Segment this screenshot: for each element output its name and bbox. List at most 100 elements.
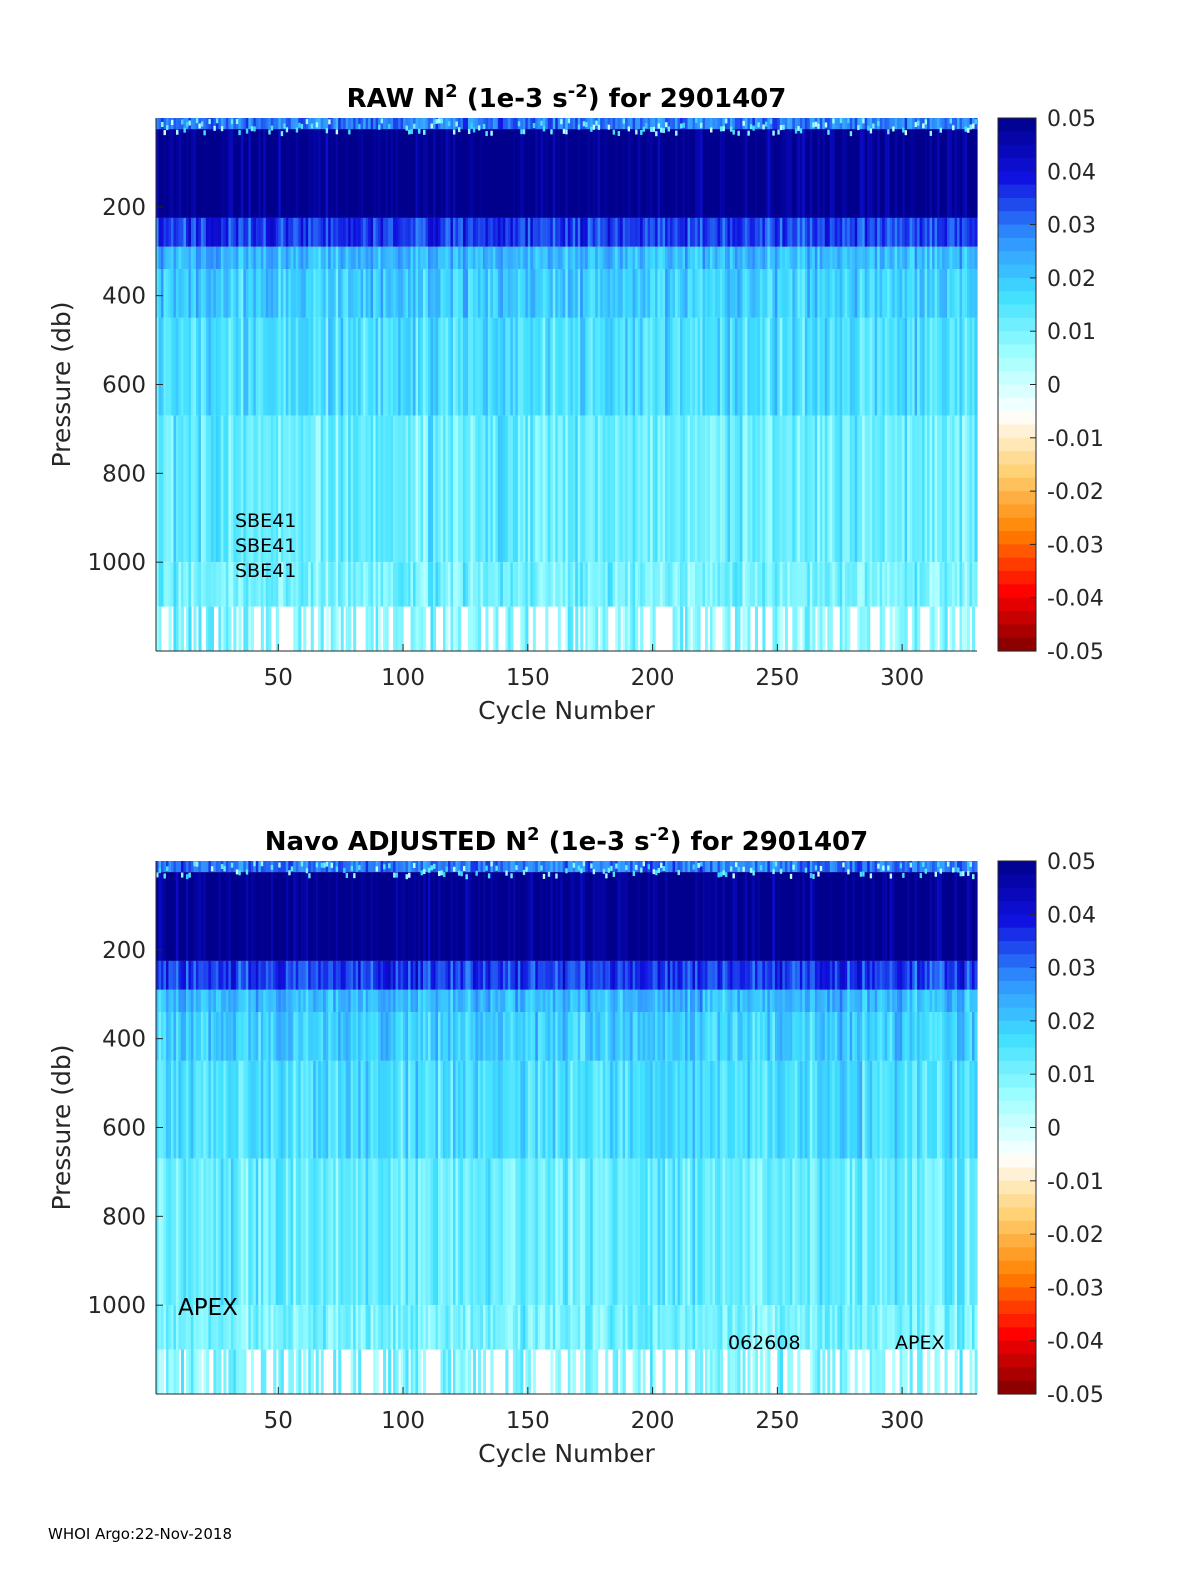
heatmap-cell: [188, 861, 192, 873]
heatmap-cell: [410, 872, 414, 961]
heatmap-cell: [353, 989, 357, 1013]
heatmap-cell: [340, 415, 344, 563]
heatmap-cell: [602, 868, 606, 874]
heatmap-cell: [797, 269, 801, 318]
heatmap-cell: [565, 1158, 569, 1306]
heatmap-cell: [575, 960, 579, 990]
heatmap-cell: [158, 562, 162, 607]
heatmap-cell: [954, 317, 958, 416]
heatmap-cell: [467, 562, 472, 607]
heatmap-cell: [862, 118, 865, 124]
heatmap-cell: [240, 1158, 244, 1306]
heatmap-cell: [764, 415, 768, 563]
heatmap-cell: [520, 1060, 524, 1159]
heatmap-cell: [964, 415, 968, 563]
heatmap-cell: [228, 562, 232, 607]
heatmap-cell: [577, 317, 581, 416]
heatmap-cell: [198, 1060, 202, 1159]
heatmap-cell: [363, 246, 367, 270]
heatmap-cell: [475, 118, 479, 130]
heatmap-cell: [492, 1060, 496, 1159]
heatmap-cell: [972, 415, 976, 563]
heatmap-cell: [637, 872, 641, 961]
heatmap-cell: [744, 317, 749, 416]
colorbar-segment: [998, 491, 1036, 506]
heatmap-cell: [635, 129, 639, 218]
heatmap-cell: [500, 562, 504, 607]
heatmap-cell: [517, 269, 521, 318]
colorbar-tick-label: 0.04: [1047, 160, 1096, 185]
heatmap-cell: [413, 606, 417, 651]
heatmap-cell: [660, 1012, 664, 1061]
heatmap-cell: [894, 129, 898, 218]
heatmap-cell: [807, 246, 811, 270]
heatmap-cell: [607, 118, 611, 130]
heatmap-cell: [575, 217, 579, 247]
heatmap-cell: [959, 415, 963, 563]
heatmap-cell: [238, 606, 242, 651]
heatmap-cell: [348, 217, 352, 247]
heatmap-cell: [687, 269, 691, 318]
heatmap-cell: [293, 118, 297, 130]
heatmap-cell: [844, 317, 848, 416]
heatmap-cell: [647, 1060, 651, 1159]
heatmap-cell: [932, 269, 936, 318]
heatmap-cell: [168, 606, 172, 651]
heatmap-cell: [542, 1012, 546, 1061]
colorbar-segment: [998, 131, 1036, 146]
heatmap-cell: [695, 562, 699, 607]
heatmap-cell: [345, 562, 349, 607]
heatmap-cell: [278, 1305, 282, 1350]
heatmap-cell: [298, 1158, 302, 1306]
heatmap-cell: [465, 874, 468, 880]
heatmap-cell: [455, 1012, 459, 1061]
heatmap-cell: [867, 125, 870, 131]
heatmap-cell: [170, 129, 175, 218]
heatmap-cell: [632, 217, 636, 247]
heatmap-cell: [353, 118, 357, 130]
heatmap-cell: [490, 989, 494, 1013]
heatmap-cell: [697, 129, 701, 218]
heatmap-cell: [959, 217, 963, 247]
heatmap-cell: [385, 606, 389, 651]
heatmap-cell: [600, 872, 604, 961]
heatmap-cell: [622, 118, 626, 124]
heatmap-cell: [542, 960, 546, 990]
heatmap-cell: [782, 129, 786, 218]
heatmap-cell: [305, 246, 309, 270]
heatmap-cell: [315, 317, 319, 416]
heatmap-cell: [343, 1158, 347, 1306]
heatmap-cell: [428, 246, 432, 270]
heatmap-cell: [265, 1060, 269, 1159]
heatmap-cell: [270, 960, 274, 990]
heatmap-cell: [645, 269, 649, 318]
heatmap-cell: [250, 217, 254, 247]
heatmap-cell: [318, 317, 322, 416]
heatmap-cell: [190, 1349, 195, 1394]
heatmap-cell: [680, 415, 684, 563]
heatmap-cell: [670, 129, 674, 218]
heatmap-cell: [627, 415, 631, 563]
heatmap-cell: [175, 989, 180, 1013]
heatmap-cell: [702, 129, 706, 218]
heatmap-cell: [602, 861, 606, 873]
heatmap-cell: [390, 415, 394, 563]
heatmap-cell: [388, 415, 392, 563]
heatmap-cell: [400, 415, 404, 563]
heatmap-cell: [597, 246, 601, 270]
heatmap-cell: [640, 129, 643, 135]
heatmap-cell: [318, 129, 322, 218]
heatmap-cell: [180, 119, 184, 125]
heatmap-cell: [532, 1060, 536, 1159]
heatmap-cell: [779, 246, 783, 270]
heatmap-cell: [939, 127, 943, 133]
heatmap-cell: [388, 246, 392, 270]
heatmap-cell: [175, 960, 180, 990]
heatmap-cell: [225, 562, 229, 607]
heatmap-cell: [400, 317, 404, 416]
heatmap-cell: [912, 118, 916, 130]
heatmap-cell: [917, 120, 920, 126]
heatmap-cell: [729, 562, 734, 607]
heatmap-cell: [403, 562, 407, 607]
heatmap-cell: [605, 1349, 609, 1394]
